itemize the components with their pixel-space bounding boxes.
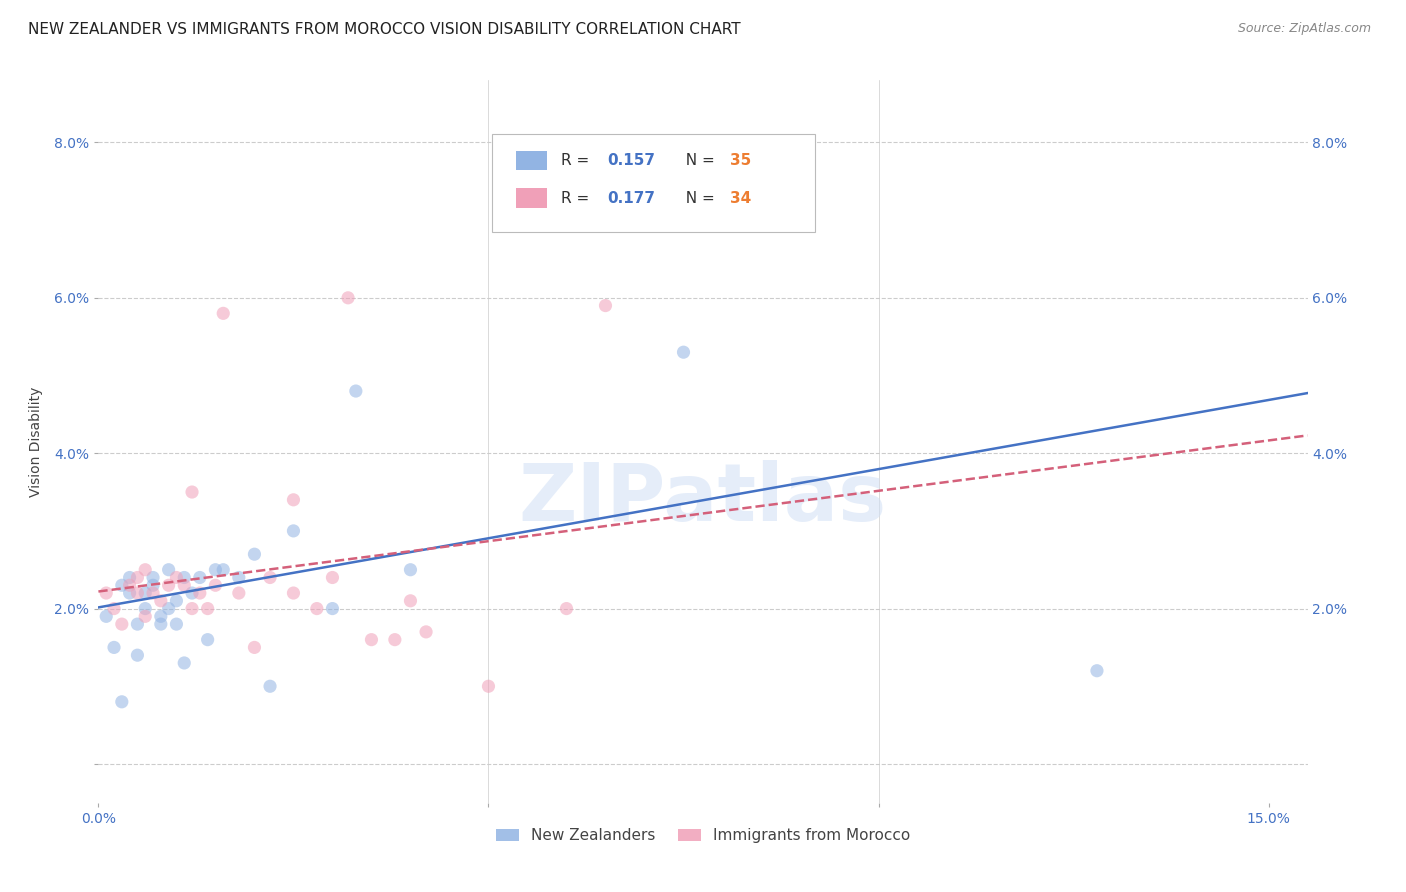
Point [127, 617, 149, 632]
Point [344, 384, 367, 398]
Point [243, 640, 266, 655]
Point [118, 570, 141, 584]
Text: ZIPatlas: ZIPatlas [519, 460, 887, 539]
Point [384, 632, 406, 647]
Point [165, 594, 187, 608]
Point [134, 609, 156, 624]
Point [111, 617, 134, 632]
Point [127, 570, 149, 584]
Y-axis label: Vision Disability: Vision Disability [30, 386, 44, 497]
Point [127, 648, 149, 663]
Point [181, 601, 204, 615]
Point [228, 570, 250, 584]
Point [149, 594, 172, 608]
Point [103, 601, 125, 615]
Point [103, 640, 125, 655]
Text: R =: R = [561, 191, 595, 205]
Point [173, 570, 195, 584]
Point [181, 485, 204, 500]
Point [399, 563, 422, 577]
Point [204, 563, 226, 577]
Point [415, 624, 437, 639]
Point [399, 594, 422, 608]
Point [259, 679, 281, 693]
Point [188, 586, 211, 600]
Point [337, 291, 360, 305]
Text: 34: 34 [730, 191, 751, 205]
Point [283, 492, 305, 507]
Point [321, 570, 343, 584]
Text: NEW ZEALANDER VS IMMIGRANTS FROM MOROCCO VISION DISABILITY CORRELATION CHART: NEW ZEALANDER VS IMMIGRANTS FROM MOROCCO… [28, 22, 741, 37]
Point [259, 570, 281, 584]
Point [142, 586, 165, 600]
Point [212, 563, 235, 577]
Point [111, 578, 134, 592]
Point [134, 563, 156, 577]
Point [127, 586, 149, 600]
Point [142, 578, 165, 592]
Point [188, 570, 211, 584]
Point [197, 632, 219, 647]
Point [118, 586, 141, 600]
Legend: New Zealanders, Immigrants from Morocco: New Zealanders, Immigrants from Morocco [489, 822, 917, 849]
Point [181, 586, 204, 600]
Point [134, 601, 156, 615]
Point [165, 617, 187, 632]
Point [96, 586, 118, 600]
Text: R =: R = [561, 153, 595, 168]
Point [305, 601, 328, 615]
Point [118, 578, 141, 592]
Point [157, 601, 180, 615]
Point [212, 306, 235, 320]
Point [173, 578, 195, 592]
Point [173, 656, 195, 670]
Point [111, 695, 134, 709]
Point [595, 299, 617, 313]
Point [165, 570, 187, 584]
Point [477, 679, 499, 693]
Point [142, 570, 165, 584]
Point [157, 563, 180, 577]
Text: 35: 35 [730, 153, 751, 168]
Text: N =: N = [676, 153, 720, 168]
Text: 0.177: 0.177 [607, 191, 655, 205]
Point [204, 578, 226, 592]
Text: N =: N = [676, 191, 720, 205]
Point [197, 601, 219, 615]
Point [149, 609, 172, 624]
Point [228, 586, 250, 600]
Point [149, 617, 172, 632]
Point [321, 601, 343, 615]
Text: 0.157: 0.157 [607, 153, 655, 168]
Point [555, 601, 578, 615]
Point [672, 345, 695, 359]
Point [134, 586, 156, 600]
Point [243, 547, 266, 561]
Point [283, 524, 305, 538]
Point [96, 609, 118, 624]
Point [283, 586, 305, 600]
Text: Source: ZipAtlas.com: Source: ZipAtlas.com [1237, 22, 1371, 36]
Point [157, 578, 180, 592]
Point [360, 632, 382, 647]
Point [555, 213, 578, 227]
Point [1085, 664, 1108, 678]
